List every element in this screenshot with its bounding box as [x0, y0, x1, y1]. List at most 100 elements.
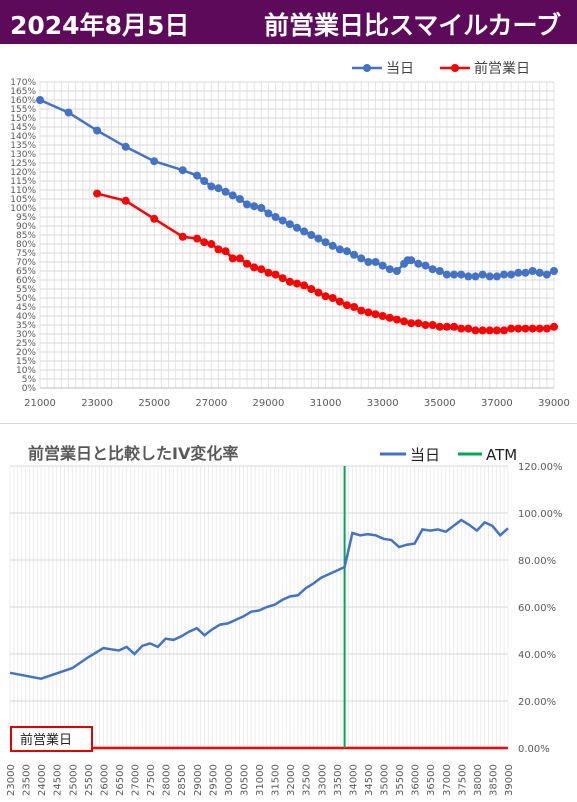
legend-today-marker	[363, 64, 371, 72]
data-point	[514, 324, 523, 333]
legend-today-label: 当日	[386, 61, 414, 77]
data-point	[492, 326, 501, 335]
data-point	[485, 326, 494, 335]
y-tick-label: 20.00%	[518, 697, 556, 708]
legend: 当日 ATM	[380, 446, 517, 464]
data-point	[221, 247, 230, 256]
y-tick-label: 40%	[16, 312, 36, 322]
smile-curve-chart: 当日 前営業日 0%5%10%15%20%25%30%35%40%45%50%5…	[10, 60, 570, 409]
data-point	[485, 272, 494, 281]
data-point	[464, 272, 473, 281]
x-tick-label: 27500	[146, 764, 157, 796]
data-point	[314, 288, 323, 297]
x-tick-label: 29000	[193, 764, 204, 796]
data-point	[400, 317, 409, 326]
data-point	[214, 245, 223, 254]
x-tick-label: 36500	[426, 764, 437, 796]
x-tick-label: 30500	[239, 764, 250, 796]
x-tick-label: 35000	[424, 398, 456, 409]
x-tick-label: 25500	[84, 764, 95, 796]
y-tick-label: 55%	[16, 285, 36, 295]
x-tick-label: 38500	[488, 764, 499, 796]
data-point	[442, 322, 451, 331]
x-tick-label: 27000	[131, 764, 142, 796]
y-tick-label: 160%	[10, 96, 36, 106]
data-point	[207, 182, 216, 191]
y-tick-label: 100.00%	[518, 509, 563, 520]
grid	[39, 81, 555, 389]
data-point	[264, 209, 273, 218]
data-point	[93, 126, 102, 135]
data-point	[285, 220, 294, 229]
data-point	[293, 223, 301, 232]
y-tick-label: 25%	[16, 339, 36, 349]
y-tick-label: 80.00%	[518, 556, 556, 567]
data-point	[300, 227, 309, 236]
x-tick-label: 37000	[481, 398, 513, 409]
x-tick-label: 26500	[115, 764, 126, 796]
y-tick-label: 100%	[10, 204, 36, 214]
data-point	[243, 200, 252, 209]
y-tick-label: 155%	[10, 105, 36, 115]
data-point	[435, 322, 444, 331]
data-point	[457, 324, 466, 333]
x-axis-ticks: 21000 23000 25000 27000 29000 31000 33000 35000…	[24, 398, 570, 409]
chart-title: 前営業日比スマイルカーブ	[263, 11, 561, 40]
data-point	[464, 324, 473, 333]
data-point	[342, 247, 351, 256]
data-point	[550, 267, 558, 275]
y-tick-label: 75%	[16, 249, 36, 259]
y-tick-label: 145%	[10, 123, 36, 133]
x-tick-label: 29500	[208, 764, 219, 796]
y-axis-ticks: 0.00% 20.00% 40.00% 60.00% 80.00% 100.00% 120.…	[518, 462, 563, 755]
y-tick-label: 30%	[16, 330, 36, 340]
y-tick-label: 0%	[22, 384, 37, 394]
x-tick-label: 31000	[310, 398, 342, 409]
data-point	[207, 240, 216, 248]
data-point	[357, 254, 366, 263]
data-point	[178, 232, 187, 241]
data-point	[64, 108, 73, 117]
data-point	[507, 324, 516, 333]
data-point	[371, 258, 380, 266]
y-tick-label: 20%	[16, 348, 36, 358]
data-point	[457, 270, 466, 279]
data-point	[371, 310, 380, 319]
y-tick-label: 0.00%	[518, 744, 550, 755]
data-point	[528, 324, 537, 333]
x-tick-label: 30000	[224, 764, 235, 796]
x-tick-label: 23000	[6, 764, 17, 796]
y-tick-label: 150%	[10, 114, 36, 124]
data-point	[385, 313, 394, 322]
x-tick-label: 35500	[395, 764, 406, 796]
x-tick-label: 34500	[364, 764, 375, 796]
y-tick-label: 110%	[10, 186, 36, 196]
data-point	[214, 184, 223, 193]
legend-atm-label: ATM	[486, 446, 517, 464]
x-tick-label: 28000	[162, 764, 173, 796]
data-point	[271, 213, 280, 221]
y-tick-label: 105%	[10, 195, 36, 205]
data-point	[321, 238, 330, 247]
data-point	[492, 272, 501, 281]
data-point	[364, 258, 373, 266]
data-point	[250, 202, 259, 211]
data-point	[307, 285, 316, 293]
data-point	[471, 326, 480, 335]
y-tick-label: 50%	[16, 294, 36, 304]
data-point	[193, 234, 202, 243]
x-tick-label: 23000	[81, 398, 113, 409]
data-point	[357, 306, 366, 315]
data-point	[500, 270, 509, 279]
legend: 当日 前営業日	[352, 60, 530, 77]
data-point	[121, 142, 130, 151]
data-point	[542, 324, 551, 333]
data-point	[450, 322, 459, 331]
data-point	[221, 187, 230, 196]
series	[36, 96, 558, 335]
data-point	[335, 297, 344, 306]
y-tick-label: 15%	[16, 357, 36, 367]
y-tick-label: 165%	[10, 87, 36, 97]
x-tick-label: 39000	[538, 398, 570, 409]
x-tick-label: 37000	[442, 764, 453, 796]
